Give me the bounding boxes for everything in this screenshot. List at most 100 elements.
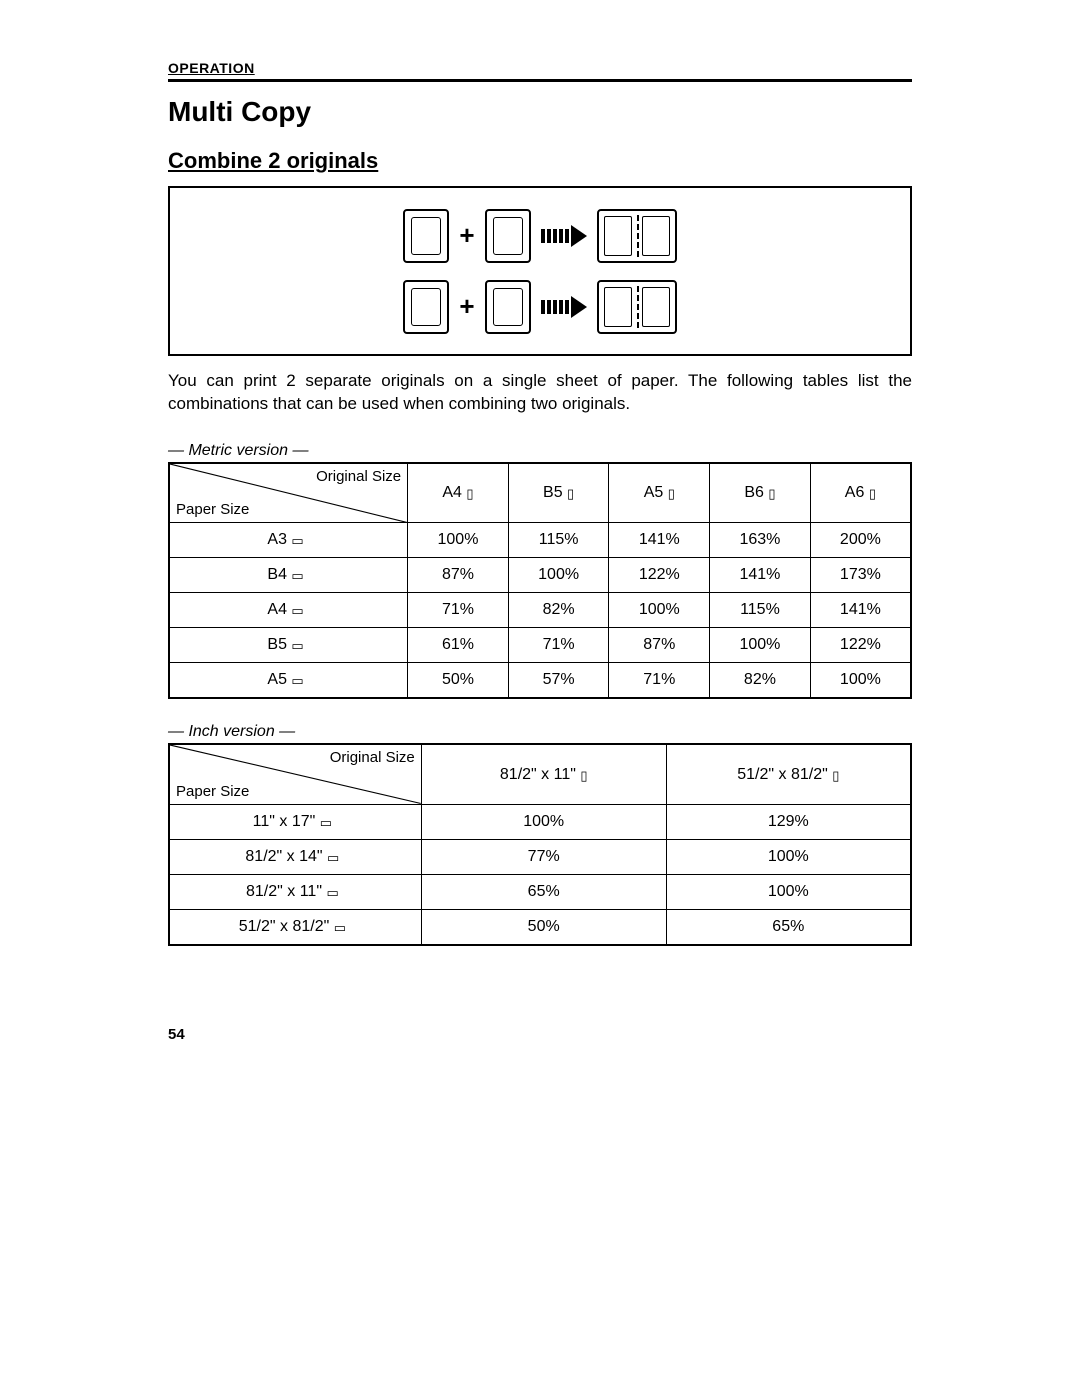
orientation-icon: ▭	[334, 920, 346, 936]
original-page-icon	[485, 280, 531, 334]
plus-icon: +	[459, 291, 474, 322]
original-page-icon	[485, 209, 531, 263]
table-corner-cell: Original Size Paper Size	[169, 744, 421, 804]
table-cell: 200%	[810, 523, 911, 558]
row-header: B5 ▭	[169, 628, 408, 663]
table-cell: 82%	[508, 593, 609, 628]
orientation-icon: ▯	[567, 486, 574, 502]
section-header: OPERATION	[168, 60, 912, 82]
row-header: B4 ▭	[169, 558, 408, 593]
table-header-row: Original SizePaper SizeA4 ▯B5 ▯A5 ▯B6 ▯A…	[169, 463, 911, 523]
column-header: 81/2" x 11" ▯	[421, 744, 666, 804]
original-size-label: Original Size	[316, 468, 401, 485]
row-header: 11" x 17" ▭	[169, 804, 421, 839]
row-header: A4 ▭	[169, 593, 408, 628]
table-cell: 50%	[421, 909, 666, 945]
orientation-icon: ▭	[326, 885, 338, 901]
table-cell: 87%	[408, 558, 509, 593]
page-number: 54	[168, 1026, 912, 1043]
table-cell: 100%	[609, 593, 710, 628]
original-page-icon	[403, 280, 449, 334]
inch-table: Original SizePaper Size81/2" x 11" ▯51/2…	[168, 743, 912, 946]
row-header: A5 ▭	[169, 663, 408, 699]
table-cell: 100%	[710, 628, 811, 663]
original-page-icon	[403, 209, 449, 263]
table-row: B5 ▭61%71%87%100%122%	[169, 628, 911, 663]
table-cell: 65%	[666, 909, 911, 945]
metric-table: Original SizePaper SizeA4 ▯B5 ▯A5 ▯B6 ▯A…	[168, 462, 912, 700]
table-row: 81/2" x 11" ▭65%100%	[169, 874, 911, 909]
combine-illustration: + +	[168, 186, 912, 356]
table-cell: 129%	[666, 804, 911, 839]
table-cell: 71%	[508, 628, 609, 663]
table-corner-cell: Original Size Paper Size	[169, 463, 408, 523]
table-cell: 82%	[710, 663, 811, 699]
table-cell: 122%	[810, 628, 911, 663]
orientation-icon: ▯	[466, 486, 473, 502]
orientation-icon: ▯	[580, 768, 587, 784]
table-cell: 173%	[810, 558, 911, 593]
table-cell: 77%	[421, 839, 666, 874]
paper-size-label: Paper Size	[176, 783, 249, 800]
table-cell: 100%	[666, 874, 911, 909]
column-header: 51/2" x 81/2" ▯	[666, 744, 911, 804]
orientation-icon: ▯	[832, 768, 839, 784]
table-cell: 115%	[710, 593, 811, 628]
inch-caption: — Inch version —	[168, 723, 912, 741]
orientation-icon: ▭	[327, 850, 339, 866]
subtitle: Combine 2 originals	[168, 148, 912, 174]
table-cell: 61%	[408, 628, 509, 663]
row-header: A3 ▭	[169, 523, 408, 558]
table-cell: 87%	[609, 628, 710, 663]
illustration-row: +	[190, 209, 890, 263]
table-cell: 163%	[710, 523, 811, 558]
intro-paragraph: You can print 2 separate originals on a …	[168, 370, 912, 416]
table-row: B4 ▭87%100%122%141%173%	[169, 558, 911, 593]
row-header: 81/2" x 14" ▭	[169, 839, 421, 874]
column-header: A5 ▯	[609, 463, 710, 523]
table-row: 11" x 17" ▭100%129%	[169, 804, 911, 839]
illustration-row: +	[190, 280, 890, 334]
orientation-icon: ▯	[668, 486, 675, 502]
table-row: A3 ▭100%115%141%163%200%	[169, 523, 911, 558]
table-cell: 71%	[609, 663, 710, 699]
plus-icon: +	[459, 220, 474, 251]
orientation-icon: ▭	[291, 638, 303, 654]
orientation-icon: ▭	[291, 673, 303, 689]
combined-result-icon	[597, 280, 677, 334]
table-cell: 57%	[508, 663, 609, 699]
column-header: A4 ▯	[408, 463, 509, 523]
table-cell: 71%	[408, 593, 509, 628]
orientation-icon: ▭	[291, 568, 303, 584]
table-row: A4 ▭71%82%100%115%141%	[169, 593, 911, 628]
table-row: 51/2" x 81/2" ▭50%65%	[169, 909, 911, 945]
orientation-icon: ▭	[291, 533, 303, 549]
orientation-icon: ▯	[869, 486, 876, 502]
table-cell: 100%	[508, 558, 609, 593]
original-size-label: Original Size	[330, 749, 415, 766]
table-header-row: Original Size Paper Size 81/2" x 11" ▯51/2…	[169, 744, 911, 804]
orientation-icon: ▯	[768, 486, 775, 502]
paper-size-label: Paper Size	[176, 501, 249, 518]
combined-result-icon	[597, 209, 677, 263]
table-cell: 122%	[609, 558, 710, 593]
arrow-icon	[541, 296, 587, 318]
column-header: B6 ▯	[710, 463, 811, 523]
table-cell: 100%	[810, 663, 911, 699]
orientation-icon: ▭	[291, 603, 303, 619]
column-header: A6 ▯	[810, 463, 911, 523]
row-header: 51/2" x 81/2" ▭	[169, 909, 421, 945]
table-row: 81/2" x 14" ▭77%100%	[169, 839, 911, 874]
table-cell: 141%	[710, 558, 811, 593]
page-title: Multi Copy	[168, 96, 912, 128]
table-cell: 115%	[508, 523, 609, 558]
table-row: A5 ▭50%57%71%82%100%	[169, 663, 911, 699]
row-header: 81/2" x 11" ▭	[169, 874, 421, 909]
table-cell: 100%	[408, 523, 509, 558]
table-cell: 141%	[609, 523, 710, 558]
table-cell: 141%	[810, 593, 911, 628]
table-cell: 100%	[421, 804, 666, 839]
orientation-icon: ▭	[320, 815, 332, 831]
metric-caption: — Metric version —	[168, 442, 912, 460]
table-cell: 100%	[666, 839, 911, 874]
